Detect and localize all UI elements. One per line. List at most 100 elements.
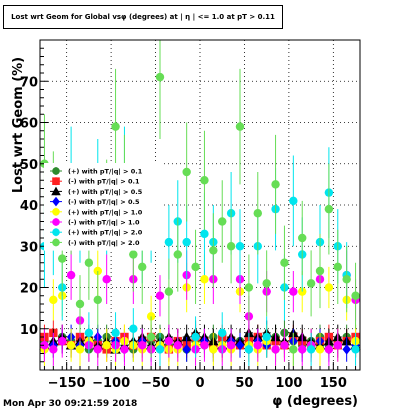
data-point [342, 344, 351, 355]
data-point [244, 283, 254, 292]
legend-entry: (-) with pT/|q| > 2.0 [50, 238, 140, 248]
x-axis-label: φ (degrees) [272, 394, 358, 409]
timestamp-footer: Mon Apr 30 09:21:59 2018 [3, 399, 138, 409]
data-point [58, 254, 67, 263]
data-point [52, 208, 60, 216]
data-point [173, 341, 182, 350]
data-point [333, 262, 342, 272]
data-point [200, 176, 209, 185]
data-point [333, 341, 342, 350]
data-point [49, 345, 58, 354]
y-tick-label: 10 [20, 323, 38, 338]
legend-label: (-) with pT/|q| > 0.1 [68, 178, 140, 187]
data-point [51, 186, 61, 196]
data-point [129, 324, 138, 333]
legend-label: (+) with pT/|q| > 2.0 [68, 229, 143, 238]
data-point [209, 345, 218, 354]
y-tick-label: 50 [20, 158, 38, 173]
data-point [209, 246, 218, 255]
x-tick-label: 100 [275, 376, 302, 391]
chart-title-box: Lost wrt Geom for Global vsφ (degrees) a… [3, 5, 283, 29]
data-point [324, 345, 334, 354]
data-point [271, 180, 280, 189]
data-point [289, 287, 298, 296]
legend-label: (+) with pT/|q| > 0.1 [68, 168, 143, 177]
data-point [146, 332, 156, 342]
data-point [84, 258, 94, 267]
data-point [66, 341, 76, 350]
legend-label: (-) with pT/|q| > 1.0 [68, 219, 140, 228]
data-point [40, 341, 49, 350]
axes-layer: −150 −100 −50 0 50 100 150 10 20 30 40 50 60 70 [20, 47, 357, 391]
data-point [102, 341, 111, 350]
data-point [235, 340, 245, 351]
data-point [200, 229, 209, 239]
data-point [164, 287, 174, 296]
data-point [262, 279, 271, 288]
data-point [52, 218, 60, 226]
data-point [235, 122, 245, 131]
data-point [93, 295, 102, 305]
x-tick-label: −150 [48, 376, 86, 391]
data-point [351, 291, 360, 300]
data-point [182, 344, 191, 355]
chart-title: Lost wrt Geom for Global vsφ (degrees) a… [11, 13, 275, 21]
data-point [181, 331, 192, 342]
data-point [298, 233, 307, 243]
x-tick-label: 50 [235, 376, 253, 391]
legend-label: (+) with pT/|q| > 1.0 [68, 208, 143, 217]
legend-entry: (-) with pT/|q| > 0.1 [50, 177, 140, 187]
data-point [155, 72, 165, 82]
data-point [200, 275, 209, 284]
x-tick-label: 0 [195, 376, 204, 391]
data-point [200, 341, 209, 350]
data-point [226, 242, 236, 251]
data-point [218, 217, 227, 226]
data-point [324, 283, 334, 292]
data-point [342, 275, 351, 284]
data-point [306, 279, 316, 288]
data-point [191, 332, 200, 342]
data-point [351, 345, 360, 354]
data-point [129, 250, 138, 259]
data-point [244, 345, 254, 354]
points-layer [39, 40, 361, 366]
data-point [324, 204, 334, 214]
data-point [289, 196, 298, 206]
x-tick-label: 150 [320, 376, 347, 391]
data-point [52, 177, 60, 185]
y-axis-label: Lost wrt Geom (%) [11, 57, 26, 193]
data-point [155, 291, 165, 300]
data-point [138, 341, 147, 350]
data-point [111, 122, 120, 131]
data-point [226, 341, 236, 350]
data-point [52, 228, 60, 236]
data-point [111, 328, 120, 338]
data-point [52, 238, 60, 247]
y-tick-label: 30 [20, 240, 38, 255]
legend-entry: (-) with pT/|q| > 1.0 [50, 218, 140, 228]
data-point [164, 336, 174, 346]
legend-label: (+) with pT/|q| > 0.5 [68, 188, 143, 197]
data-point [298, 345, 307, 354]
data-point [52, 196, 60, 207]
data-point [315, 266, 325, 276]
data-point [164, 237, 174, 247]
data-point [262, 332, 271, 342]
x-tick-label: −100 [92, 376, 130, 391]
data-point [253, 341, 262, 350]
data-point [182, 237, 191, 247]
data-point [289, 345, 298, 354]
data-point [235, 242, 245, 251]
data-point [52, 167, 60, 175]
data-point [173, 250, 182, 259]
y-tick-label: 40 [20, 199, 38, 214]
data-point [315, 345, 325, 354]
data-point [280, 258, 289, 267]
data-point [191, 262, 200, 272]
data-point [218, 328, 227, 338]
data-point [84, 328, 94, 338]
legend-label: (-) with pT/|q| > 2.0 [68, 239, 140, 248]
